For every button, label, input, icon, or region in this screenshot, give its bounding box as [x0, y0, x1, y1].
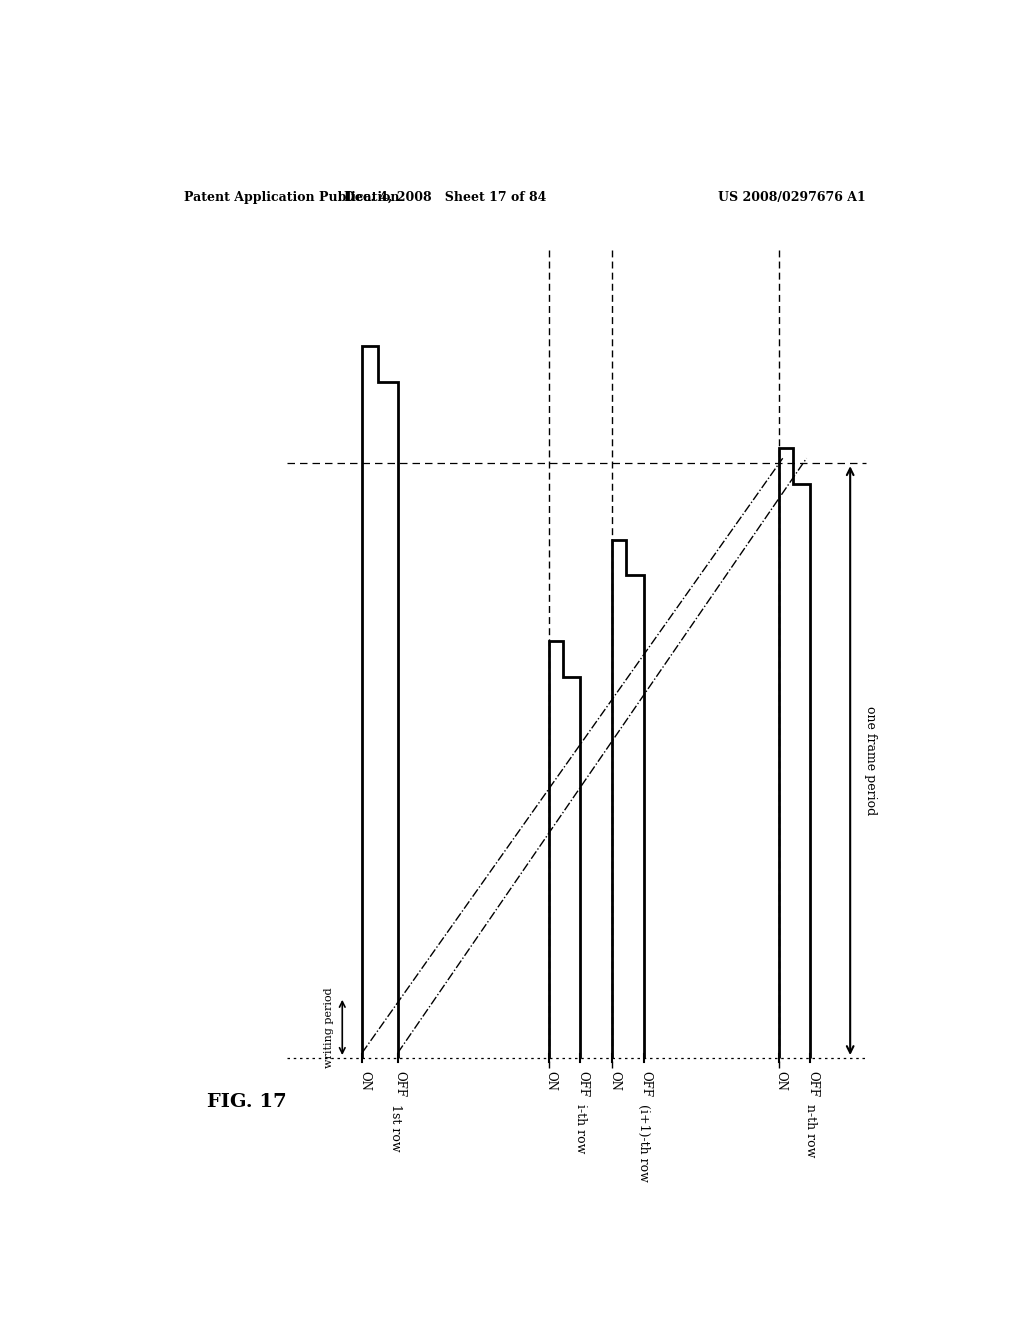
Text: (i+1)-th row: (i+1)-th row [637, 1104, 650, 1181]
Text: ON: ON [608, 1071, 621, 1092]
Text: ON: ON [774, 1071, 787, 1092]
Text: i-th row: i-th row [573, 1104, 587, 1154]
Text: OFF: OFF [393, 1071, 407, 1097]
Text: one frame period: one frame period [864, 706, 878, 816]
Text: OFF: OFF [577, 1071, 589, 1097]
Text: OFF: OFF [806, 1071, 819, 1097]
Text: Dec. 4, 2008   Sheet 17 of 84: Dec. 4, 2008 Sheet 17 of 84 [344, 190, 547, 203]
Text: OFF: OFF [640, 1071, 652, 1097]
Text: ON: ON [545, 1071, 557, 1092]
Text: ON: ON [358, 1071, 371, 1092]
Text: n-th row: n-th row [804, 1104, 817, 1158]
Text: FIG. 17: FIG. 17 [207, 1093, 287, 1110]
Text: writing period: writing period [325, 987, 334, 1068]
Text: 1st row: 1st row [389, 1104, 402, 1151]
Text: US 2008/0297676 A1: US 2008/0297676 A1 [718, 190, 866, 203]
Text: Patent Application Publication: Patent Application Publication [183, 190, 399, 203]
